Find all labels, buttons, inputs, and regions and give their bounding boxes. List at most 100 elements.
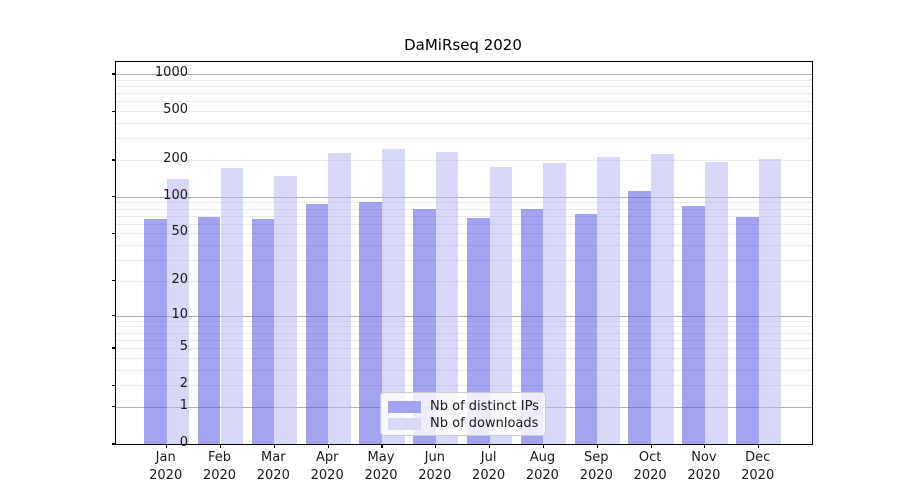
gridline-90 <box>116 202 812 204</box>
x-tick-mark-mar <box>273 444 275 448</box>
x-tick-label-may: May 2020 <box>364 450 398 483</box>
y-tick-label-2: 2 <box>179 376 188 392</box>
bar-downloads-sep <box>597 156 620 444</box>
gridline-9 <box>116 320 812 322</box>
bar-downloads-aug <box>543 163 567 444</box>
bar-downloads-jun <box>435 152 459 444</box>
y-tick-mark-2 <box>112 384 116 386</box>
y-tick-mark-0 <box>112 443 116 445</box>
y-tick-mark-1000 <box>112 73 116 75</box>
x-tick-label-mar: Mar 2020 <box>256 450 290 483</box>
gridline-800 <box>116 85 812 87</box>
gridline-400 <box>116 123 812 124</box>
legend: Nb of distinct IPs Nb of downloads <box>380 392 546 436</box>
legend-swatch-distinct-ips-icon <box>388 400 421 413</box>
bar-downloads-oct <box>651 154 674 444</box>
bar-distinct-ips-dec <box>736 217 759 444</box>
bar-distinct-ips-jan <box>144 218 167 444</box>
gridline-10 <box>116 315 812 317</box>
gridline-3 <box>116 369 812 371</box>
bar-downloads-nov <box>704 161 728 444</box>
y-tick-label-1: 1 <box>179 397 188 413</box>
bar-downloads-jan <box>166 179 190 444</box>
x-tick-label-jul: Jul 2020 <box>472 450 506 483</box>
legend-item-downloads: Nb of downloads <box>388 415 545 432</box>
gridline-7 <box>116 332 812 334</box>
y-tick-mark-500 <box>112 110 116 112</box>
bar-distinct-ips-jul <box>466 218 490 444</box>
x-tick-mark-apr <box>327 444 329 448</box>
x-tick-label-jun: Jun 2020 <box>418 450 452 483</box>
bar-distinct-ips-jun <box>413 208 436 444</box>
y-tick-label-500: 500 <box>163 102 188 118</box>
legend-swatch-downloads-icon <box>388 417 421 430</box>
x-tick-mark-sep <box>596 444 598 448</box>
bar-distinct-ips-may <box>359 201 382 444</box>
y-tick-mark-100 <box>112 196 116 198</box>
y-tick-label-10: 10 <box>171 306 188 322</box>
gridline-2 <box>116 385 812 387</box>
bar-distinct-ips-feb <box>197 217 221 444</box>
gridline-600 <box>116 101 812 103</box>
gridline-1000 <box>116 74 812 75</box>
bar-distinct-ips-mar <box>251 218 275 444</box>
x-tick-mark-dec <box>758 444 760 448</box>
gridline-300 <box>116 138 812 140</box>
bar-downloads-apr <box>328 152 351 444</box>
gridline-60 <box>116 223 812 225</box>
gridline-30 <box>116 260 812 262</box>
x-tick-mark-oct <box>650 444 652 448</box>
gridline-70 <box>116 215 812 217</box>
gridline-900 <box>116 79 812 81</box>
x-tick-label-oct: Oct 2020 <box>633 450 667 483</box>
gridline-8 <box>116 326 812 328</box>
gridline-700 <box>116 93 812 95</box>
x-tick-label-sep: Sep 2020 <box>579 450 613 483</box>
legend-item-distinct-ips: Nb of distinct IPs <box>388 398 545 415</box>
y-tick-label-5: 5 <box>179 339 188 354</box>
x-tick-mark-jul <box>489 444 491 448</box>
bar-distinct-ips-aug <box>520 209 544 444</box>
x-tick-mark-jan <box>166 444 168 448</box>
gridline-6 <box>116 339 812 341</box>
gridline-80 <box>116 208 812 210</box>
y-tick-label-0: 0 <box>179 435 188 450</box>
y-tick-mark-5 <box>112 347 116 349</box>
y-tick-mark-50 <box>112 232 116 234</box>
bar-downloads-feb <box>220 168 244 444</box>
x-tick-mark-may <box>381 444 383 448</box>
x-tick-label-apr: Apr 2020 <box>310 450 344 483</box>
gridline-200 <box>116 160 812 161</box>
bar-distinct-ips-nov <box>682 206 705 444</box>
y-tick-label-20: 20 <box>171 271 188 287</box>
x-tick-label-nov: Nov 2020 <box>687 450 721 483</box>
bar-downloads-dec <box>758 159 782 444</box>
y-tick-label-100: 100 <box>163 187 188 203</box>
bar-downloads-mar <box>274 176 297 444</box>
y-tick-label-50: 50 <box>171 224 188 240</box>
gridline-100 <box>116 196 812 198</box>
x-tick-label-dec: Dec 2020 <box>741 450 775 483</box>
y-tick-mark-20 <box>112 280 116 282</box>
gridline-500 <box>116 111 812 113</box>
bar-distinct-ips-apr <box>305 204 329 444</box>
y-tick-label-1000: 1000 <box>154 65 188 80</box>
x-tick-mark-nov <box>704 444 706 448</box>
y-tick-mark-10 <box>112 315 116 317</box>
gridline-5 <box>116 348 812 349</box>
plot-area: Nb of distinct IPs Nb of downloads <box>112 61 813 448</box>
x-tick-label-feb: Feb 2020 <box>202 450 237 483</box>
x-tick-mark-aug <box>542 444 544 448</box>
y-tick-mark-200 <box>112 159 116 161</box>
bar-distinct-ips-sep <box>574 214 598 444</box>
x-tick-label-aug: Aug 2020 <box>525 450 559 483</box>
bar-downloads-jul <box>489 167 513 444</box>
gridline-40 <box>116 245 812 247</box>
x-tick-mark-jun <box>435 444 437 448</box>
legend-label-distinct-ips: Nb of distinct IPs <box>430 399 539 414</box>
chart-title: DaMiRseq 2020 <box>404 36 522 54</box>
bar-downloads-may <box>382 149 405 444</box>
gridline-50 <box>116 233 812 235</box>
bar-distinct-ips-oct <box>628 190 652 444</box>
